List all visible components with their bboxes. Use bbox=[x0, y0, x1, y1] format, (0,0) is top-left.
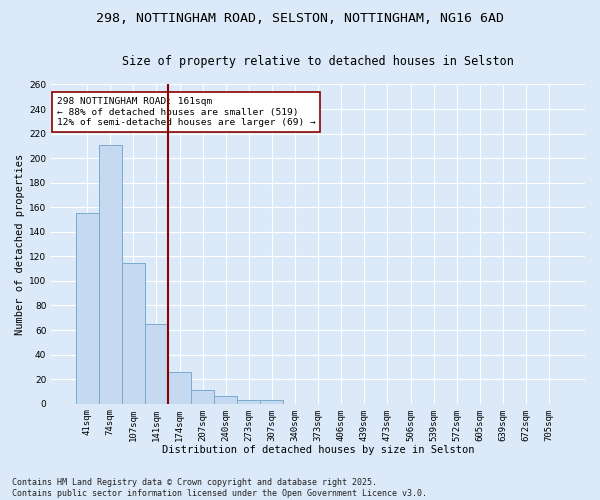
Bar bbox=[214, 396, 237, 404]
Text: Contains HM Land Registry data © Crown copyright and database right 2025.
Contai: Contains HM Land Registry data © Crown c… bbox=[12, 478, 427, 498]
X-axis label: Distribution of detached houses by size in Selston: Distribution of detached houses by size … bbox=[162, 445, 475, 455]
Bar bbox=[122, 262, 145, 404]
Y-axis label: Number of detached properties: Number of detached properties bbox=[15, 154, 25, 334]
Text: 298, NOTTINGHAM ROAD, SELSTON, NOTTINGHAM, NG16 6AD: 298, NOTTINGHAM ROAD, SELSTON, NOTTINGHA… bbox=[96, 12, 504, 26]
Bar bbox=[76, 214, 98, 404]
Title: Size of property relative to detached houses in Selston: Size of property relative to detached ho… bbox=[122, 55, 514, 68]
Bar bbox=[260, 400, 283, 404]
Bar bbox=[168, 372, 191, 404]
Bar bbox=[237, 400, 260, 404]
Bar bbox=[191, 390, 214, 404]
Text: 298 NOTTINGHAM ROAD: 161sqm
← 88% of detached houses are smaller (519)
12% of se: 298 NOTTINGHAM ROAD: 161sqm ← 88% of det… bbox=[56, 97, 316, 127]
Bar bbox=[145, 324, 168, 404]
Bar bbox=[98, 144, 122, 404]
